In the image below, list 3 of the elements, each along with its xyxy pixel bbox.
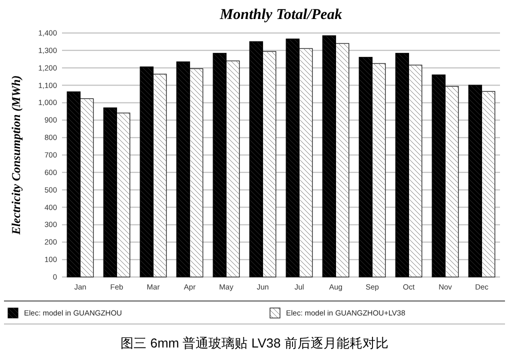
chart-title: Monthly Total/Peak	[218, 7, 343, 23]
text: 图三 6mm 普通玻璃贴 LV38 前后逐月能耗对比	[120, 336, 388, 350]
y-axis-title: Electricity Consumption (MWh)	[9, 75, 23, 236]
